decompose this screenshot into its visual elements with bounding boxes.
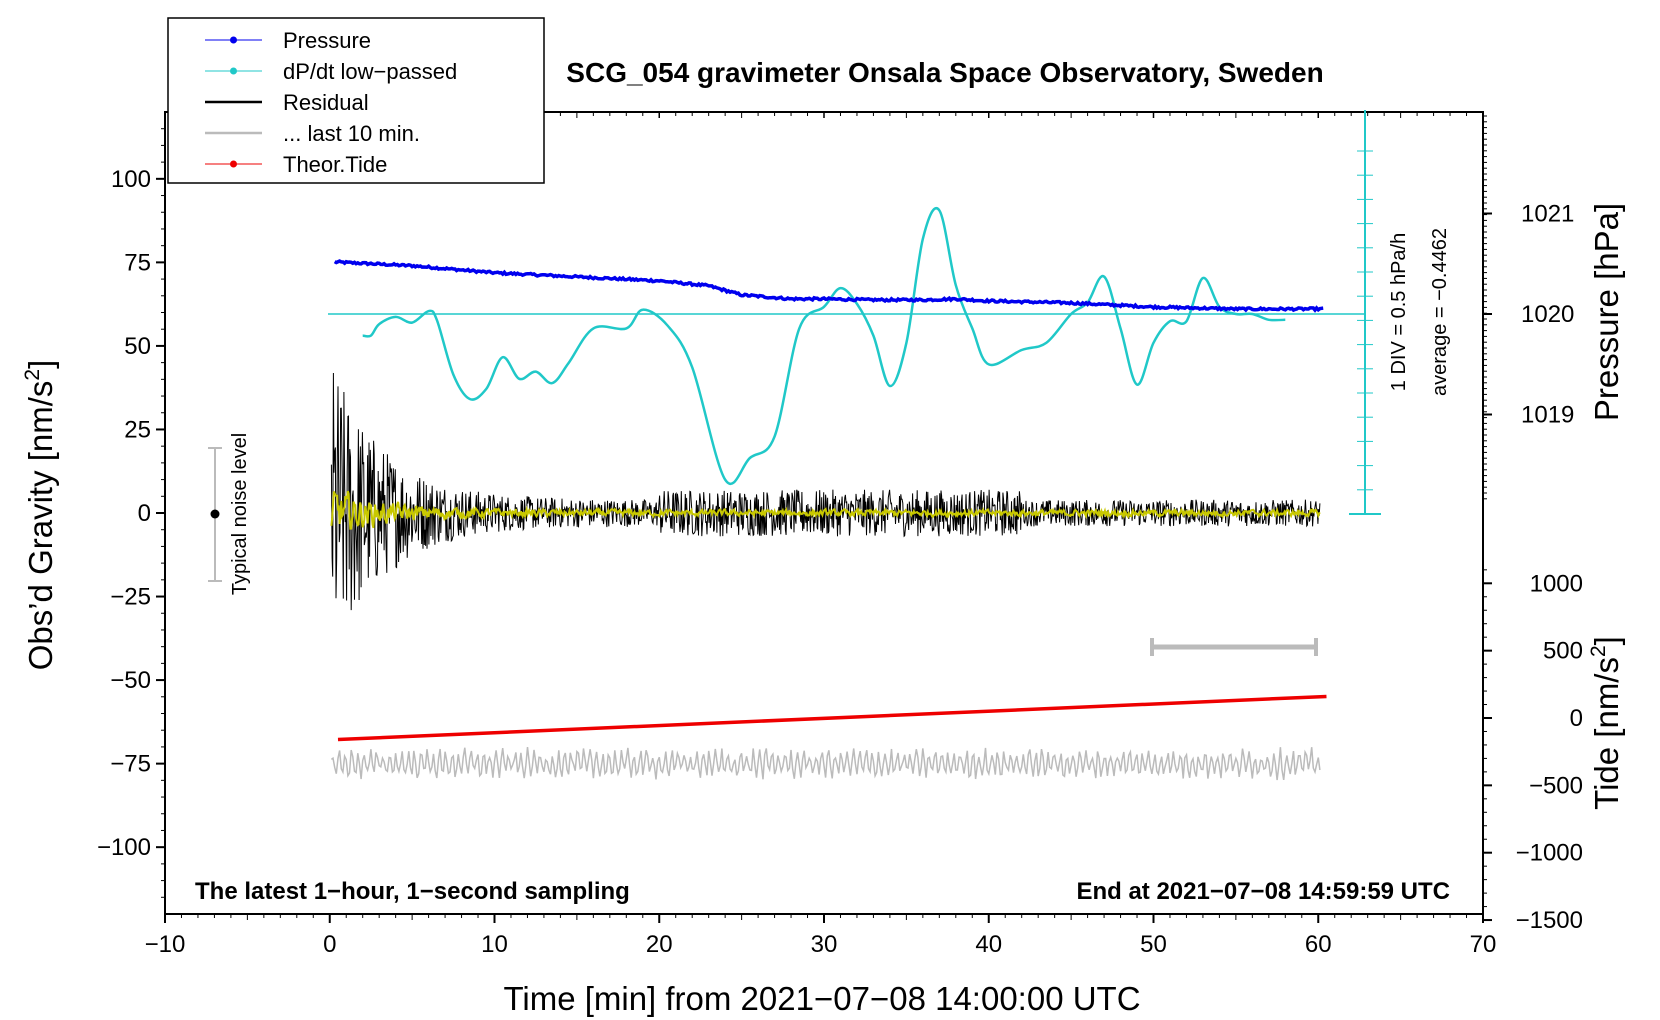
x-tick-label: 20 — [646, 931, 673, 958]
legend-box — [167, 17, 545, 184]
y-tick-label: 25 — [124, 416, 151, 443]
legend-items: Pressure dP/dt low−passed Residual ... last… — [205, 28, 457, 177]
y-axis-label-left-end: ] — [22, 360, 59, 369]
legend-swatch-marker — [230, 160, 237, 168]
pressure-tick-label: 1021 — [1521, 201, 1574, 228]
y-axis-label-tide-sup: 2 — [1587, 645, 1610, 657]
y-axis-label-left-main: Obs’d Gravity [nm/s — [22, 381, 59, 671]
y-axis-label-tide-main: Tide [nm/s — [1588, 657, 1625, 810]
residual-series-line — [330, 372, 1321, 611]
y-tick-label: 100 — [111, 166, 151, 193]
residual-smooth-line — [330, 490, 1321, 530]
last-10-min-bracket — [1150, 638, 1318, 656]
pressure-tick-label: 1019 — [1521, 402, 1574, 429]
noise-label: Typical noise level — [229, 433, 251, 595]
series-layer — [328, 207, 1365, 781]
x-tick-label: 40 — [975, 931, 1002, 958]
x-tick-label: 60 — [1305, 931, 1332, 958]
legend-label: Theor.Tide — [283, 152, 387, 177]
y-tick-label: −25 — [110, 584, 151, 611]
dpdt-series-line — [362, 207, 1286, 485]
legend-swatch-marker — [230, 67, 237, 75]
noise-dot — [210, 509, 220, 519]
tide-tick-label: −1000 — [1516, 840, 1583, 867]
y-tick-label: −75 — [110, 751, 151, 778]
y-tick-label: 50 — [124, 333, 151, 360]
y-tick-label: −100 — [97, 834, 151, 861]
legend-label: Residual — [283, 90, 369, 115]
pressure-series-line — [333, 259, 1324, 313]
tide-tick-label: −1500 — [1516, 907, 1583, 934]
y-axis-label-left-sup: 2 — [21, 369, 44, 381]
x-axis-label: Time [min] from 2021−07−08 14:00:00 UTC — [503, 980, 1140, 1017]
tide-tick-label: 500 — [1543, 638, 1583, 665]
y-tick-label: 75 — [124, 249, 151, 276]
tide-series-line — [337, 694, 1327, 742]
x-tick-label: −10 — [145, 931, 186, 958]
y-axis-label-left: Obs’d Gravity [nm/s2] — [21, 360, 59, 671]
average-label: average = −0.4462 — [1429, 228, 1451, 396]
bottom-right-note: End at 2021−07−08 14:59:59 UTC — [1076, 878, 1450, 905]
dpdt-scale-ticks — [1349, 150, 1381, 515]
legend-label: dP/dt low−passed — [283, 59, 457, 84]
y-tick-label: 0 — [138, 500, 151, 527]
legend-swatch-marker — [230, 36, 237, 44]
tide-tick-label: 0 — [1570, 705, 1583, 732]
x-tick-label: 10 — [481, 931, 508, 958]
x-tick-label: 0 — [323, 931, 336, 958]
x-tick-label: 50 — [1140, 931, 1167, 958]
y-axis-label-pressure: Pressure [hPa] — [1588, 203, 1625, 421]
dpdt-scale-bar — [1349, 110, 1381, 515]
y-tick-label: −50 — [110, 667, 151, 694]
x-tick-label: 30 — [811, 931, 838, 958]
tide-tick-label: −500 — [1529, 772, 1583, 799]
y-axis-label-tide: Tide [nm/s2] — [1587, 636, 1625, 810]
last-10-min-line — [330, 747, 1321, 781]
legend-label: ... last 10 min. — [283, 121, 420, 146]
y-axis-label-tide-end: ] — [1588, 636, 1625, 645]
tide-tick-label: 1000 — [1530, 570, 1583, 597]
legend: Pressure dP/dt low−passed Residual ... last… — [167, 17, 545, 184]
legend-label: Pressure — [283, 28, 371, 53]
div-label: 1 DIV = 0.5 hPa/h — [1388, 233, 1410, 391]
chart-title: SCG_054 gravimeter Onsala Space Observat… — [566, 57, 1323, 88]
noise-level-indicator — [208, 447, 222, 582]
bottom-left-note: The latest 1−hour, 1−second sampling — [195, 878, 630, 905]
pressure-tick-label: 1020 — [1521, 301, 1574, 328]
x-tick-label: 70 — [1470, 931, 1497, 958]
ticks-layer: −10 0 10 20 30 40 50 60 701007550250−25−50−75−10… — [97, 112, 1583, 958]
